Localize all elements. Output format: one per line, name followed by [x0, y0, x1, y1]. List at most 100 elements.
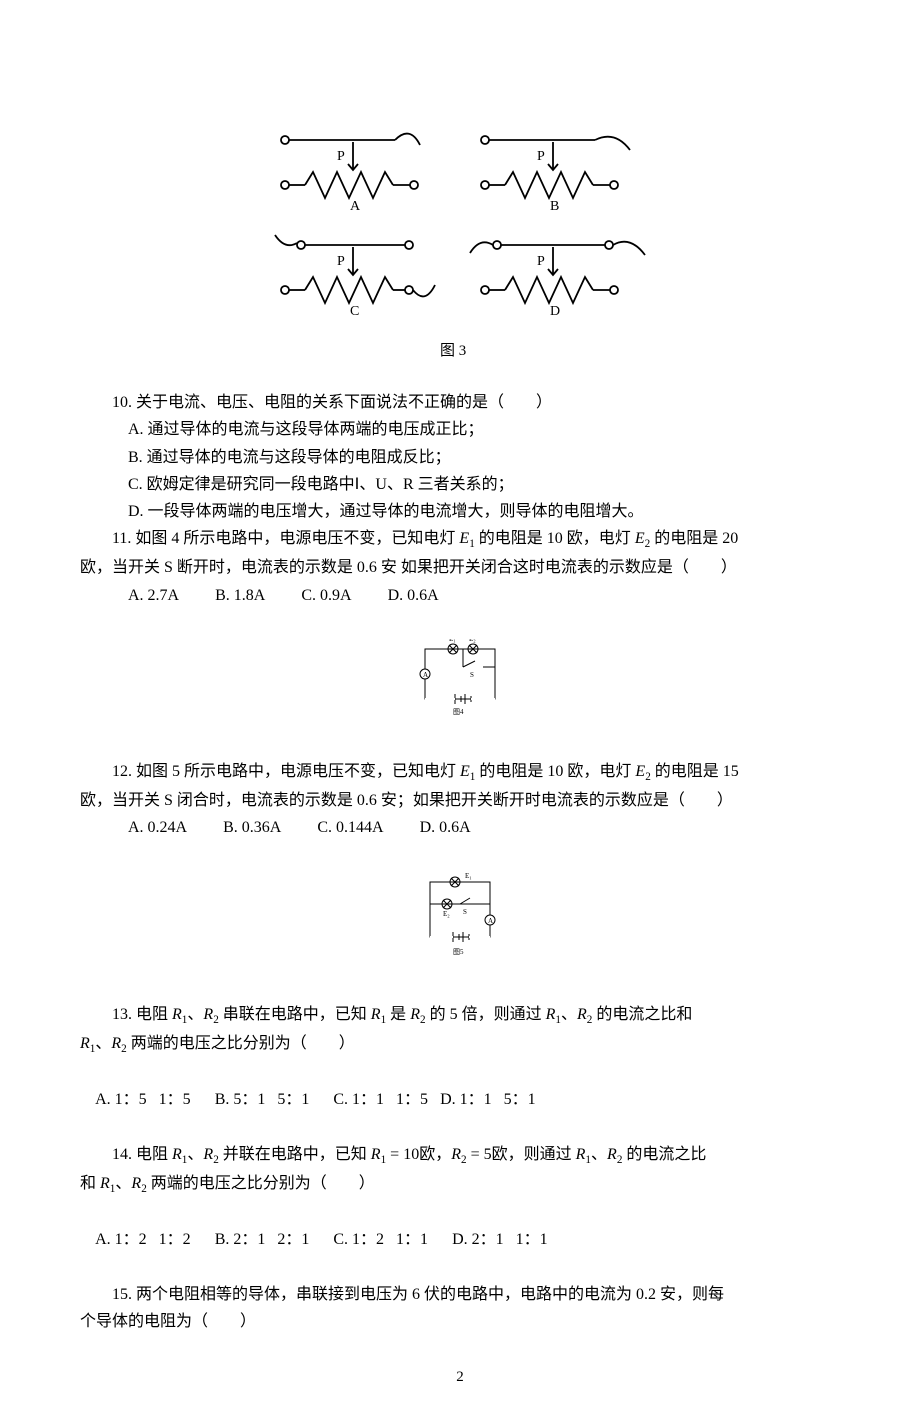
fig4-a: A — [423, 671, 428, 679]
q13-t1: 13. 电阻 — [112, 1006, 172, 1023]
q14-r5: R — [576, 1146, 586, 1163]
q12-t1: 12. 如图 5 所示电路中，电源电压不变，已知电灯 — [112, 763, 460, 780]
q13-r3: R — [371, 1006, 381, 1023]
q13-opt-B: B. 5：1 5：1 — [215, 1091, 310, 1108]
q12-t2: 的电阻是 10 欧，电灯 — [475, 763, 635, 780]
q12-e1: E — [460, 763, 470, 780]
fig4-e1: E₁ — [449, 639, 456, 643]
figure-3: P A P B — [80, 120, 840, 369]
cell-label-A: A — [350, 199, 361, 214]
q14-opt-A: A. 1：2 1：2 — [95, 1231, 191, 1248]
q13-t5: 的 5 倍，则通过 — [426, 1006, 546, 1023]
q13-t2: 、 — [187, 1006, 203, 1023]
q14-cont: 和 R1、R2 两端的电压之比分别为（ ） — [80, 1170, 840, 1199]
q12-e2: E — [635, 763, 645, 780]
q14-r1: R — [172, 1146, 182, 1163]
fig5-e2: E₂ — [443, 910, 450, 918]
q11-stem: 11. 如图 4 所示电路中，电源电压不变，已知电灯 E1 的电阻是 10 欧，… — [80, 525, 840, 554]
fig5-caption: 图5 — [453, 948, 464, 956]
q11-e1: E — [459, 530, 469, 547]
q10-opt-A: A. 通过导体的电流与这段导体两端的电压成正比； — [80, 416, 840, 443]
fig5-s: S — [463, 908, 467, 916]
q10-opt-C: C. 欧姆定律是研究同一段电路中Ⅰ、U、R 三者关系的； — [80, 471, 840, 498]
page-number: 2 — [80, 1365, 840, 1391]
q15-stem: 15. 两个电阻相等的导体，串联接到电压为 6 伏的电路中，电路中的电流为 0.… — [80, 1281, 840, 1308]
fig4-s: S — [470, 671, 474, 679]
fig5-e1: E₁ — [465, 872, 472, 880]
q14-stem: 14. 电阻 R1、R2 并联在电路中，已知 R1 = 10欧，R2 = 5欧，… — [80, 1141, 840, 1170]
q12-opt-C: C. 0.144A — [317, 819, 383, 836]
q12-t3: 的电阻是 15 — [651, 763, 739, 780]
q13-stem: 13. 电阻 R1、R2 串联在电路中，已知 R1 是 R2 的 5 倍，则通过… — [80, 1001, 840, 1030]
q14-options: A. 1：2 1：2 B. 2：1 2：1 C. 1：2 1：1 D. 2：1 … — [80, 1199, 840, 1281]
q14-eq1a: R — [371, 1146, 381, 1163]
q14-eq1: = 10 — [386, 1146, 419, 1163]
q14-t6: 、 — [591, 1146, 607, 1163]
q14-t1: 14. 电阻 — [112, 1146, 172, 1163]
q13-c1a: R — [80, 1035, 90, 1052]
q11-opt-D: D. 0.6A — [388, 587, 439, 604]
q13-t3: 串联在电路中，已知 — [219, 1006, 371, 1023]
q14-r6: R — [607, 1146, 617, 1163]
q13-c1c: R — [111, 1035, 121, 1052]
fig4-e2: E₂ — [469, 639, 476, 643]
q11-t3: 的电阻是 20 — [650, 530, 738, 547]
q11-options: A. 2.7A B. 1.8A C. 0.9A D. 0.6A — [80, 582, 840, 609]
q14-eq2: = 5 — [467, 1146, 492, 1163]
q13-r5: R — [546, 1006, 556, 1023]
cell-label-B: B — [550, 199, 559, 214]
figure-5: E₁ E₂ S A 图5 — [80, 872, 840, 971]
figure-3-caption: 图 3 — [440, 342, 466, 359]
q11-opt-A: A. 2.7A — [128, 587, 179, 604]
q13-t7: 的电流之比和 — [592, 1006, 692, 1023]
q14-t7: 的电流之比 — [622, 1146, 706, 1163]
q13-options: A. 1：5 1：5 B. 5：1 5：1 C. 1：1 1：5 D. 1：1 … — [80, 1059, 840, 1141]
q10-opt-D: D. 一段导体两端的电压增大，通过导体的电流增大，则导体的电阻增大。 — [80, 498, 840, 525]
q13-c2: 两端的电压之比分别为（ ） — [127, 1035, 355, 1052]
q14-cpre: 和 — [80, 1175, 100, 1192]
q11-opt-B: B. 1.8A — [215, 587, 265, 604]
q12-options: A. 0.24A B. 0.36A C. 0.144A D. 0.6A — [80, 814, 840, 841]
cell-label-D: D — [550, 304, 560, 319]
fig4-caption: 图4 — [453, 708, 464, 716]
q14-c1c: R — [131, 1175, 141, 1192]
q13-r6: R — [577, 1006, 587, 1023]
q13-r4: R — [410, 1006, 420, 1023]
q13-t6: 、 — [561, 1006, 577, 1023]
fig5-a: A — [488, 917, 493, 925]
q14-eq1u: 欧， — [419, 1146, 451, 1163]
slider-label-B: P — [537, 149, 545, 164]
q14-opt-D: D. 2：1 1：1 — [452, 1231, 548, 1248]
q13-r2: R — [203, 1006, 213, 1023]
q10-stem: 10. 关于电流、电压、电阻的关系下面说法不正确的是（ ） — [80, 389, 840, 416]
q12-opt-B: B. 0.36A — [223, 819, 281, 836]
q11-cont: 欧，当开关 S 断开时，电流表的示数是 0.6 安 如果把开关闭合这时电流表的示… — [80, 554, 840, 581]
q15-cont: 个导体的电阻为（ ） — [80, 1308, 840, 1335]
q13-c1b: 、 — [95, 1035, 111, 1052]
q14-eq2u: 欧，则通过 — [492, 1146, 576, 1163]
q13-r1: R — [172, 1006, 182, 1023]
q14-eq2a: R — [451, 1146, 461, 1163]
slider-label-C: P — [337, 254, 345, 269]
q14-opt-C: C. 1：2 1：1 — [333, 1231, 428, 1248]
q14-t3: 并联在电路中，已知 — [219, 1146, 371, 1163]
q12-stem: 12. 如图 5 所示电路中，电源电压不变，已知电灯 E1 的电阻是 10 欧，… — [80, 758, 840, 787]
q11-opt-C: C. 0.9A — [301, 587, 351, 604]
q13-opt-A: A. 1：5 1：5 — [95, 1091, 191, 1108]
q13-opt-D: D. 1：1 5：1 — [440, 1091, 536, 1108]
q11-t1: 11. 如图 4 所示电路中，电源电压不变，已知电灯 — [112, 530, 459, 547]
q11-e2: E — [635, 530, 645, 547]
q13-cont: R1、R2 两端的电压之比分别为（ ） — [80, 1030, 840, 1059]
q14-r2: R — [203, 1146, 213, 1163]
slider-label-D: P — [537, 254, 545, 269]
q12-opt-A: A. 0.24A — [128, 819, 187, 836]
slider-label-A: P — [337, 149, 345, 164]
q14-opt-B: B. 2：1 2：1 — [215, 1231, 310, 1248]
cell-label-C: C — [350, 304, 359, 319]
q13-t4: 是 — [386, 1006, 410, 1023]
q11-t2: 的电阻是 10 欧，电灯 — [475, 530, 635, 547]
q12-cont: 欧，当开关 S 闭合时，电流表的示数是 0.6 安；如果把开关断开时电流表的示数… — [80, 787, 840, 814]
q14-c1a: R — [100, 1175, 110, 1192]
q13-opt-C: C. 1：1 1：5 — [333, 1091, 428, 1108]
q14-c1b: 、 — [115, 1175, 131, 1192]
